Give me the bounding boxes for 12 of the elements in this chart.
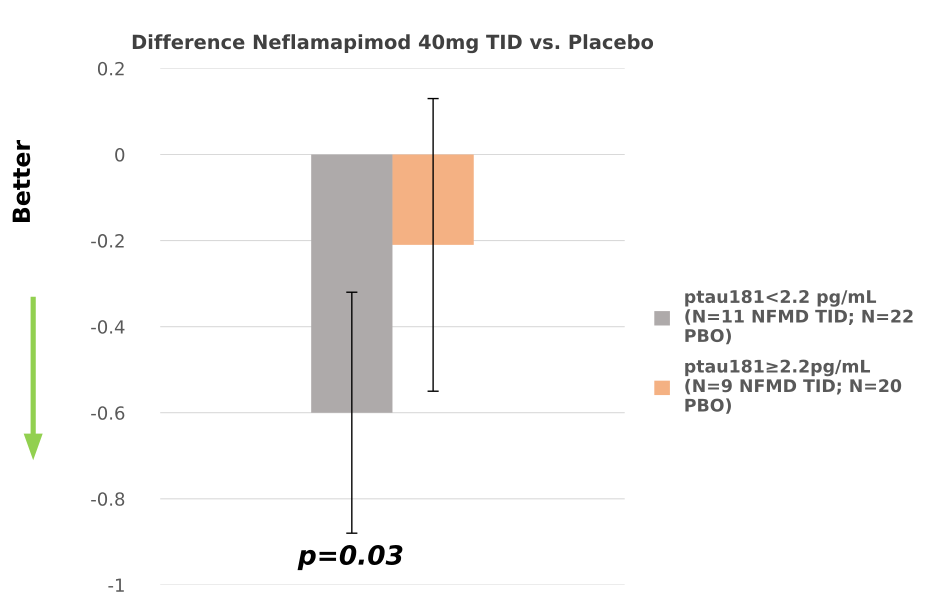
annotation: p=0.03 [298,545,402,570]
y-tick-label: -1 [108,578,124,592]
chart-title: Difference Neflamapimod 40mg TID vs. Placebo [132,34,654,54]
legend-label: ptau181<2.2 pg/mL (N=11 NFMD TID; N=22 PBO) [685,290,913,344]
y-tick-label: -0.2 [91,234,124,248]
y-tick-label: 0 [115,148,124,162]
legend-label: ptau181≥2.2pg/mL (N=9 NFMD TID; N=20 PBO) [685,360,902,414]
y-axis-title: Better [12,140,30,222]
y-tick-label: -0.6 [91,406,124,420]
y-tick-label: 0.2 [98,62,124,76]
y-tick-label: -0.4 [91,320,124,334]
y-tick-label: -0.8 [91,492,124,506]
